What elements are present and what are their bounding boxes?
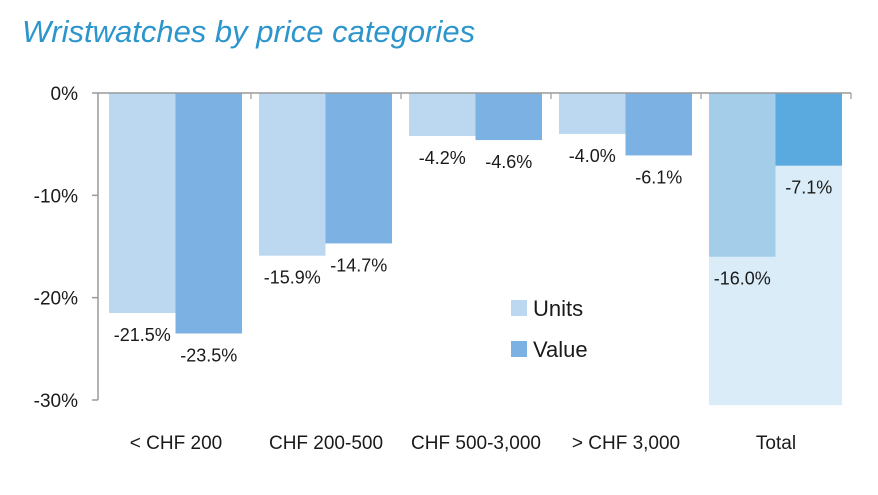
legend-swatch-units [511,300,527,316]
x-tick-label: < CHF 200 [130,433,222,454]
data-label-value: -7.1% [785,178,832,198]
data-label-units: -16.0% [714,269,771,289]
data-label-value: -23.5% [180,345,237,365]
data-label-units: -4.2% [419,148,466,168]
legend-swatch-value [511,341,527,357]
labels-layer: 0% -10% -20% -30% < CHF 200 CHF 200-500 CHF 50… [34,84,833,454]
chart-title: Wristwatches by price categories [22,14,476,49]
data-label-units: -4.0% [569,146,616,166]
bars-layer [109,93,842,334]
y-tick-label: -20% [34,289,78,310]
x-tick-label: > CHF 3,000 [572,433,680,454]
bar-value-3 [625,93,692,156]
data-label-value: -6.1% [635,167,682,187]
bar-units-4 [709,93,776,257]
bar-value-1 [325,93,392,244]
bar-units-3 [559,93,626,134]
bar-value-0 [175,93,242,334]
data-label-value: -14.7% [330,255,387,275]
y-tick-label: -30% [34,391,78,412]
data-label-value: -4.6% [485,152,532,172]
x-tick-label: Total [756,433,796,454]
legend-label: Value [533,337,588,362]
legend: Units Value [511,296,588,362]
data-label-units: -21.5% [114,325,171,345]
bar-units-1 [259,93,326,256]
bar-units-0 [109,93,176,314]
y-tick-label: -10% [34,186,78,207]
data-label-units: -15.9% [264,268,321,288]
axis-layer [92,92,852,401]
bar-value-2 [475,93,542,141]
bar-units-2 [409,93,476,136]
x-tick-label: CHF 500-3,000 [411,433,541,454]
y-tick-label: 0% [51,84,79,105]
legend-label: Units [533,296,583,321]
x-tick-label: CHF 200-500 [269,433,383,454]
bar-value-4 [775,93,842,166]
